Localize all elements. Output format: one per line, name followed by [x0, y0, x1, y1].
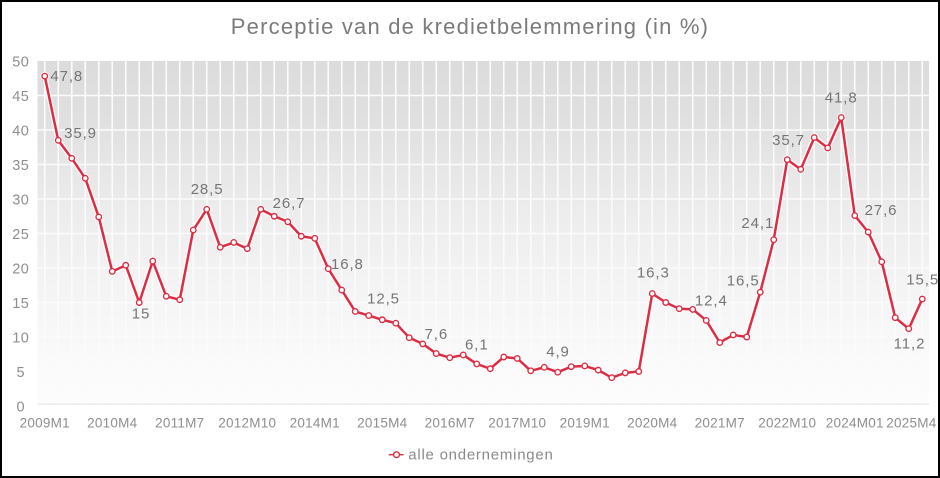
- svg-text:2016M7: 2016M7: [425, 416, 475, 431]
- svg-text:10: 10: [12, 331, 29, 347]
- svg-text:0: 0: [17, 400, 26, 416]
- svg-text:50: 50: [12, 55, 29, 71]
- svg-text:47,8: 47,8: [50, 68, 83, 85]
- svg-text:alle ondernemingen: alle ondernemingen: [408, 447, 553, 464]
- svg-text:2009M1: 2009M1: [20, 416, 70, 431]
- svg-text:45: 45: [12, 89, 29, 105]
- svg-text:41,8: 41,8: [825, 90, 858, 107]
- svg-text:2019M1: 2019M1: [560, 416, 610, 431]
- svg-text:16,5: 16,5: [727, 273, 760, 290]
- svg-text:30: 30: [12, 193, 29, 209]
- svg-text:2015M4: 2015M4: [357, 416, 408, 431]
- svg-text:24,1: 24,1: [741, 215, 774, 232]
- svg-text:11,2: 11,2: [894, 336, 926, 353]
- svg-text:6,1: 6,1: [465, 337, 489, 354]
- svg-text:15,5: 15,5: [906, 271, 939, 288]
- svg-text:7,6: 7,6: [425, 326, 449, 343]
- svg-text:35,7: 35,7: [772, 132, 805, 149]
- svg-text:27,6: 27,6: [865, 202, 898, 219]
- svg-text:40: 40: [12, 124, 29, 140]
- svg-text:35,9: 35,9: [64, 125, 97, 142]
- svg-text:2014M1: 2014M1: [290, 416, 340, 431]
- svg-text:35: 35: [12, 158, 29, 174]
- svg-text:5: 5: [17, 365, 26, 381]
- svg-text:12,4: 12,4: [695, 293, 728, 310]
- svg-text:26,7: 26,7: [273, 195, 306, 212]
- svg-text:15: 15: [12, 296, 29, 312]
- svg-text:12,5: 12,5: [367, 291, 400, 308]
- svg-text:16,3: 16,3: [637, 265, 670, 282]
- svg-text:20: 20: [12, 262, 29, 278]
- svg-text:2010M4: 2010M4: [87, 416, 138, 431]
- svg-text:4,9: 4,9: [546, 344, 570, 361]
- svg-text:2012M10: 2012M10: [218, 416, 276, 431]
- svg-text:2021M7: 2021M7: [695, 416, 745, 431]
- svg-text:15: 15: [132, 306, 151, 323]
- svg-text:2025M4: 2025M4: [886, 416, 937, 431]
- svg-text:28,5: 28,5: [191, 181, 224, 198]
- svg-text:2024M01: 2024M01: [826, 416, 884, 431]
- svg-text:2020M4: 2020M4: [627, 416, 678, 431]
- svg-text:Perceptie van de kredietbelemm: Perceptie van de kredietbelemmering (in …: [231, 14, 709, 39]
- svg-text:2011M7: 2011M7: [155, 416, 204, 431]
- svg-text:25: 25: [12, 227, 29, 243]
- svg-text:16,8: 16,8: [331, 256, 364, 273]
- svg-text:2017M10: 2017M10: [488, 416, 546, 431]
- svg-text:2022M10: 2022M10: [758, 416, 816, 431]
